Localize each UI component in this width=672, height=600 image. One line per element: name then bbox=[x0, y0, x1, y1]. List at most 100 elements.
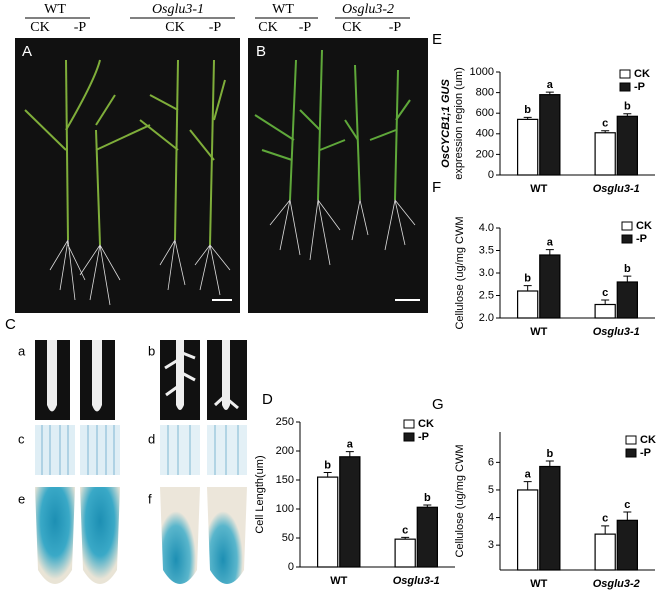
treatment: -P bbox=[389, 20, 402, 35]
significance-letter: c bbox=[602, 118, 608, 130]
legend-swatch bbox=[403, 419, 415, 429]
roots bbox=[49, 239, 231, 306]
treatment: -P bbox=[74, 20, 87, 35]
legend-label: CK bbox=[418, 418, 434, 430]
y-axis-label: OsCYCB1;1 GUS bbox=[440, 79, 452, 168]
x-tick-label: Osglu3-2 bbox=[593, 578, 640, 590]
y-tick-label: 200 bbox=[276, 445, 294, 457]
sub-panel-label: d bbox=[148, 431, 155, 446]
bar bbox=[616, 281, 638, 319]
bar bbox=[594, 303, 616, 319]
significance-letter: b bbox=[546, 448, 553, 460]
bar bbox=[539, 254, 561, 319]
bar bbox=[416, 506, 438, 568]
y-tick-label: 150 bbox=[276, 474, 294, 486]
bar bbox=[616, 115, 638, 176]
y-tick-label: 6 bbox=[488, 456, 494, 468]
treatment: -P bbox=[299, 20, 312, 35]
legend-label: -P bbox=[636, 233, 647, 245]
treatment: CK bbox=[165, 20, 184, 35]
error-bar bbox=[601, 525, 610, 535]
y-tick-label: 200 bbox=[476, 148, 494, 160]
y-tick-label: 0 bbox=[488, 169, 494, 181]
panel-label: B bbox=[256, 43, 266, 60]
bar bbox=[516, 489, 539, 571]
legend-swatch bbox=[621, 234, 633, 244]
y-tick-label: 800 bbox=[476, 87, 494, 99]
x-tick-label: WT bbox=[330, 575, 347, 587]
bar bbox=[616, 519, 638, 571]
panel-label: F bbox=[432, 179, 441, 196]
x-tick-label: WT bbox=[530, 578, 547, 590]
significance-letter: a bbox=[525, 469, 532, 481]
sub-panel-label: f bbox=[148, 491, 152, 506]
error-bar bbox=[601, 130, 610, 133]
panel-label: C bbox=[5, 316, 16, 333]
bar bbox=[539, 465, 561, 571]
y-tick-label: 600 bbox=[476, 107, 494, 119]
y-tick-label: 3 bbox=[488, 539, 494, 551]
treatment: -P bbox=[209, 20, 222, 35]
y-tick-label: 1000 bbox=[470, 66, 494, 78]
treatment: CK bbox=[30, 20, 49, 35]
legend-swatch bbox=[625, 448, 637, 458]
y-axis-label: Cell Length(um) bbox=[254, 455, 266, 533]
y-tick-label: 5 bbox=[488, 484, 494, 496]
photo bbox=[248, 38, 428, 313]
legend-swatch bbox=[619, 82, 631, 92]
genotype: WT bbox=[272, 2, 294, 17]
bar bbox=[317, 476, 339, 568]
x-tick-label: Osglu3-1 bbox=[593, 183, 640, 195]
y-axis-label: Cellulose (ug/mg CWM bbox=[454, 216, 466, 329]
panel-label: G bbox=[432, 396, 444, 413]
significance-letter: b bbox=[324, 459, 331, 471]
y-axis-label: expression region (um) bbox=[453, 67, 465, 180]
x-tick-label: Osglu3-1 bbox=[393, 575, 440, 587]
significance-letter: c bbox=[602, 513, 608, 525]
y-tick-label: 3.0 bbox=[479, 267, 494, 279]
legend-swatch bbox=[403, 432, 415, 442]
significance-letter: a bbox=[547, 237, 554, 249]
error-bar bbox=[401, 536, 410, 540]
error-bar bbox=[545, 91, 554, 95]
error-bar bbox=[523, 116, 532, 120]
legend-label: CK bbox=[634, 68, 650, 80]
significance-letter: a bbox=[547, 79, 554, 91]
error-bar bbox=[601, 299, 610, 305]
error-bar bbox=[623, 511, 632, 521]
significance-letter: b bbox=[624, 263, 631, 275]
significance-letter: a bbox=[347, 438, 354, 450]
error-bar bbox=[523, 481, 532, 490]
y-axis-label: Cellulose (ug/mg CWM bbox=[454, 444, 466, 557]
sub-panel-label: a bbox=[18, 343, 26, 358]
x-tick-label: Osglu3-1 bbox=[593, 326, 640, 338]
significance-letter: b bbox=[524, 273, 531, 285]
error-bar bbox=[323, 471, 332, 478]
legend-swatch bbox=[625, 435, 637, 445]
significance-letter: b bbox=[524, 104, 531, 116]
y-tick-label: 50 bbox=[282, 532, 294, 544]
x-tick-label: WT bbox=[530, 183, 547, 195]
bar bbox=[516, 290, 539, 319]
y-tick-label: 2.0 bbox=[479, 312, 494, 324]
panel-label: A bbox=[22, 43, 32, 60]
y-tick-label: 2.5 bbox=[479, 289, 494, 301]
significance-letter: b bbox=[424, 492, 431, 504]
legend-swatch bbox=[621, 221, 633, 231]
bar bbox=[516, 118, 539, 176]
y-tick-label: 0 bbox=[288, 561, 294, 573]
x-tick-label: WT bbox=[530, 326, 547, 338]
error-bar bbox=[623, 275, 632, 282]
y-tick-label: 100 bbox=[276, 503, 294, 515]
y-tick-label: 250 bbox=[276, 416, 294, 428]
legend-label: -P bbox=[640, 447, 651, 459]
genotype: Osglu3-2 bbox=[342, 2, 394, 17]
legend-label: CK bbox=[640, 434, 656, 446]
error-bar bbox=[545, 460, 554, 467]
sub-panel-label: c bbox=[18, 431, 25, 446]
roots bbox=[269, 199, 416, 266]
panel-label: E bbox=[432, 31, 442, 48]
error-bar bbox=[523, 285, 532, 291]
bar bbox=[539, 94, 561, 176]
